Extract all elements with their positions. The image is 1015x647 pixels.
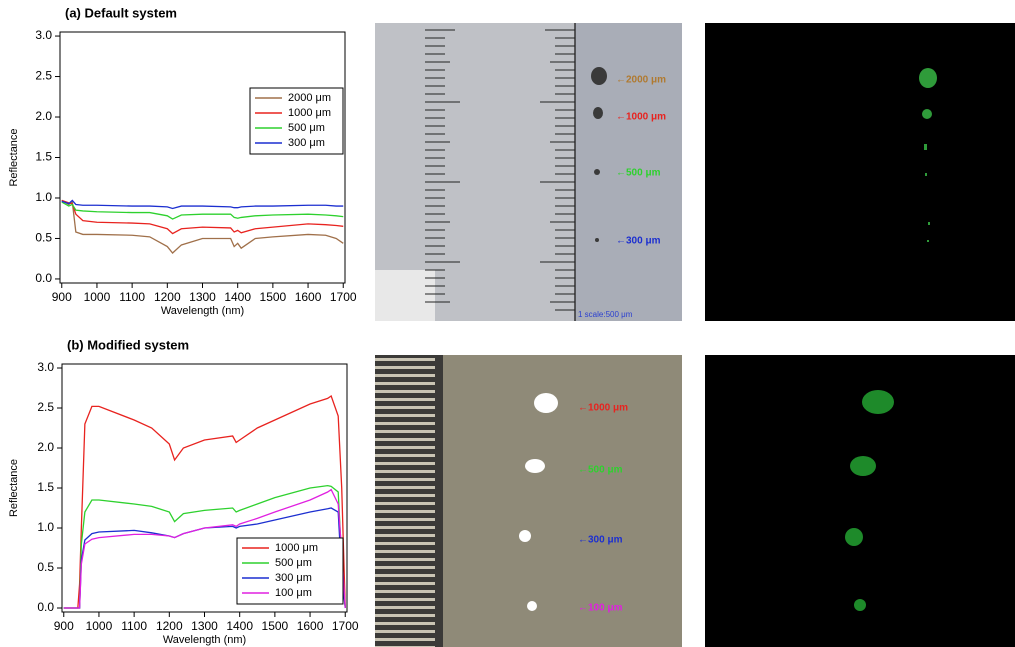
legend-label: 300 μm <box>275 572 312 584</box>
y-tick-label: 0.5 <box>35 231 52 245</box>
y-tick-label: 0.5 <box>37 560 54 574</box>
y-axis-title: Reflectance <box>8 128 20 186</box>
ruler-tick <box>375 582 435 585</box>
photo-label: ←1000 μm <box>578 403 628 414</box>
ruler-tick <box>375 550 435 553</box>
y-tick-label: 3.0 <box>37 360 54 374</box>
photo-label: ←300 μm <box>578 535 623 546</box>
x-tick-label: 1600 <box>297 619 324 633</box>
x-axis-title: Wavelength (nm) <box>163 634 246 646</box>
x-tick-label: 1000 <box>84 290 111 304</box>
ruler-tick <box>375 478 435 481</box>
ruler-tick <box>375 614 435 617</box>
x-axis-title: Wavelength (nm) <box>161 305 244 317</box>
y-tick-label: 2.0 <box>35 109 52 123</box>
ruler-tick <box>375 590 435 593</box>
ruler-tick <box>375 510 435 513</box>
x-tick-label: 1600 <box>295 290 322 304</box>
x-tick-label: 1700 <box>330 290 357 304</box>
x-tick-label: 900 <box>54 619 74 633</box>
x-tick-label: 1100 <box>121 619 147 633</box>
ruler-tick <box>375 630 435 633</box>
ruler-tick <box>375 390 435 393</box>
legend-label: 1000 μm <box>275 542 318 554</box>
ruler-tick <box>375 566 435 569</box>
x-tick-label: 1100 <box>119 290 145 304</box>
plot-frame <box>60 32 345 283</box>
y-tick-label: 3.0 <box>35 28 52 42</box>
x-tick-label: 1400 <box>226 619 253 633</box>
ruler-tick <box>375 446 435 449</box>
ruler-tick <box>375 558 435 561</box>
y-tick-label: 2.5 <box>37 400 54 414</box>
scale-label: 1 scale:500 μm <box>578 310 633 319</box>
ruler-tick <box>375 366 435 369</box>
photo-label: ←2000 μm <box>616 75 666 86</box>
x-tick-label: 1700 <box>332 619 359 633</box>
x-tick-label: 1300 <box>191 619 218 633</box>
legend-label: 300 μm <box>288 137 325 149</box>
x-tick-label: 1400 <box>224 290 251 304</box>
ruler-tick <box>375 622 435 625</box>
ruler-tick <box>375 374 435 377</box>
x-tick-label: 1500 <box>260 290 287 304</box>
y-tick-label: 1.0 <box>37 520 54 534</box>
y-axis-title: Reflectance <box>8 459 20 517</box>
ruler-tick <box>375 382 435 385</box>
legend-label: 1000 μm <box>288 107 331 119</box>
ruler-tick <box>375 438 435 441</box>
ruler-tick <box>375 470 435 473</box>
x-tick-label: 900 <box>52 290 72 304</box>
ruler-tick <box>375 454 435 457</box>
ruler-tick <box>375 518 435 521</box>
series-line <box>62 200 343 208</box>
legend-label: 500 μm <box>275 557 312 569</box>
legend-label: 2000 μm <box>288 92 331 104</box>
ruler-tick <box>375 462 435 465</box>
y-tick-label: 0.0 <box>35 271 52 285</box>
photo-label: ←100 μm <box>578 603 623 614</box>
x-tick-label: 1200 <box>156 619 183 633</box>
photo-label: ←500 μm <box>616 168 661 179</box>
x-tick-label: 1300 <box>189 290 216 304</box>
mask-a <box>705 23 1015 321</box>
y-tick-label: 1.5 <box>35 150 52 164</box>
ruler-tick <box>375 638 435 641</box>
ruler-tick <box>375 534 435 537</box>
ruler-tick <box>375 574 435 577</box>
ruler-tick <box>375 502 435 505</box>
y-tick-label: 0.0 <box>37 600 54 614</box>
y-tick-label: 2.0 <box>37 440 54 454</box>
chart-title: (a) Default system <box>65 5 177 20</box>
photo-label: ←1000 μm <box>616 112 666 123</box>
series-line <box>62 202 343 219</box>
x-tick-label: 1000 <box>86 619 113 633</box>
figure: (a) Default system 0.0 0.5 1.0 1.5 2.0 2.5 3.0 9… <box>0 0 1015 647</box>
photo-label: ←500 μm <box>578 465 623 476</box>
ruler-tick <box>375 606 435 609</box>
ruler-tick <box>375 430 435 433</box>
ruler-tick <box>375 414 435 417</box>
ruler-tick <box>375 526 435 529</box>
x-tick-label: 1500 <box>262 619 289 633</box>
x-tick-label: 1200 <box>154 290 181 304</box>
y-tick-label: 1.5 <box>37 480 54 494</box>
photo-label: ←300 μm <box>616 236 661 247</box>
ruler-tick <box>375 398 435 401</box>
legend-label: 100 μm <box>275 587 312 599</box>
ruler-tick <box>375 598 435 601</box>
legend-label: 500 μm <box>288 122 325 134</box>
photo-b <box>375 355 682 647</box>
ruler-tick <box>375 406 435 409</box>
y-tick-label: 1.0 <box>35 190 52 204</box>
ruler-tick <box>375 494 435 497</box>
chart-title: (b) Modified system <box>67 337 189 352</box>
y-tick-label: 2.5 <box>35 69 52 83</box>
ruler-tick <box>375 358 435 361</box>
ruler-tick <box>375 486 435 489</box>
ruler-tick <box>375 542 435 545</box>
ruler-tick <box>375 422 435 425</box>
